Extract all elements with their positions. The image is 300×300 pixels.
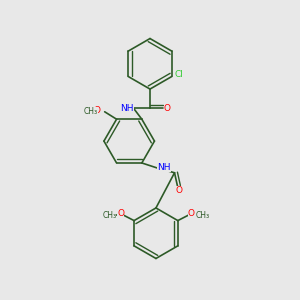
- Text: NH: NH: [158, 163, 171, 172]
- Text: O: O: [117, 209, 124, 218]
- Text: O: O: [176, 186, 182, 195]
- Text: CH₃: CH₃: [102, 211, 116, 220]
- Text: O: O: [164, 104, 171, 113]
- Text: CH₃: CH₃: [195, 211, 210, 220]
- Text: O: O: [94, 106, 101, 115]
- Text: O: O: [188, 209, 195, 218]
- Text: CH₃: CH₃: [84, 107, 98, 116]
- Text: NH: NH: [120, 104, 134, 113]
- Text: Cl: Cl: [175, 70, 184, 80]
